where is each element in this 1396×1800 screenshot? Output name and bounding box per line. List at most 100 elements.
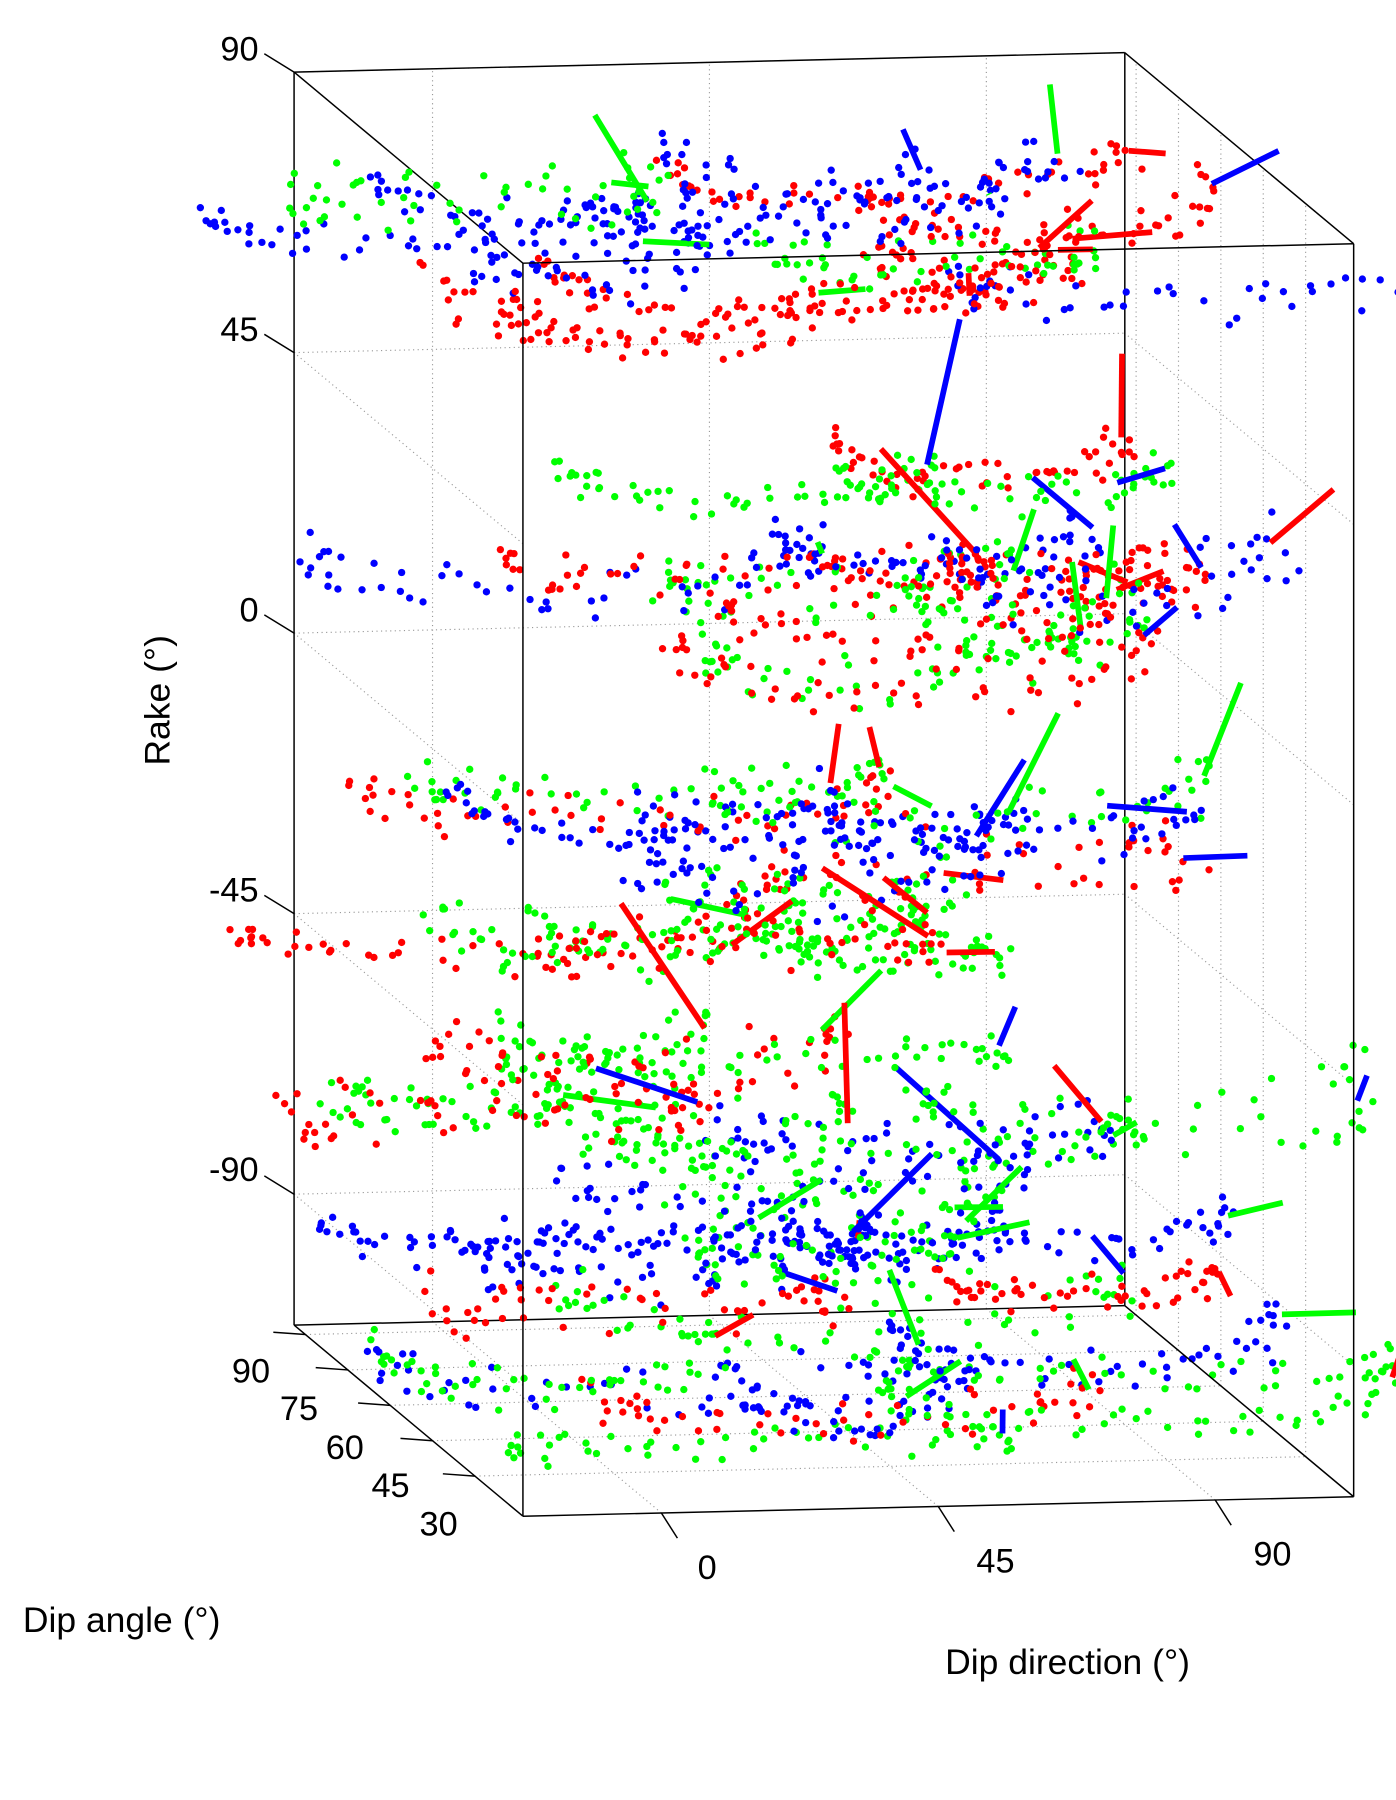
data-point bbox=[789, 1151, 797, 1159]
data-point bbox=[1166, 1228, 1174, 1236]
data-point bbox=[466, 765, 474, 773]
data-point bbox=[857, 1425, 866, 1433]
data-point bbox=[962, 193, 970, 202]
data-point bbox=[803, 799, 811, 807]
data-point bbox=[774, 530, 783, 539]
data-point bbox=[1041, 496, 1050, 505]
data-point bbox=[735, 781, 743, 790]
data-point bbox=[802, 229, 810, 237]
data-point bbox=[867, 203, 876, 211]
data-point bbox=[680, 606, 688, 615]
data-point bbox=[520, 1113, 528, 1121]
data-point bbox=[1271, 1382, 1280, 1390]
data-point bbox=[987, 279, 995, 287]
data-point bbox=[535, 221, 543, 229]
data-point bbox=[682, 561, 690, 570]
data-point bbox=[941, 1421, 950, 1429]
data-point bbox=[564, 1301, 573, 1310]
data-point bbox=[684, 1142, 693, 1150]
data-point bbox=[1125, 448, 1133, 456]
data-point bbox=[1129, 230, 1138, 238]
data-point bbox=[849, 1191, 857, 1200]
data-point bbox=[410, 201, 418, 210]
data-point bbox=[689, 512, 698, 521]
data-point bbox=[304, 571, 312, 579]
data-point bbox=[819, 521, 827, 529]
data-point bbox=[812, 618, 820, 627]
data-point bbox=[630, 562, 638, 571]
data-point bbox=[994, 459, 1002, 468]
data-point bbox=[817, 1063, 826, 1072]
data-point bbox=[649, 597, 657, 605]
data-point bbox=[702, 161, 710, 169]
data-point bbox=[557, 210, 566, 218]
axis-ticks bbox=[263, 53, 1232, 1539]
data-point bbox=[778, 1214, 786, 1222]
data-point bbox=[1038, 787, 1046, 795]
data-point bbox=[1149, 449, 1157, 457]
data-point bbox=[732, 202, 740, 211]
data-point bbox=[1205, 866, 1213, 874]
data-point bbox=[514, 825, 522, 833]
data-point bbox=[831, 423, 840, 432]
data-point bbox=[545, 220, 554, 228]
data-point bbox=[475, 1028, 483, 1036]
data-point bbox=[661, 1363, 669, 1371]
data-point bbox=[751, 1246, 760, 1254]
data-point bbox=[622, 1156, 630, 1164]
data-point bbox=[912, 1145, 920, 1154]
data-point bbox=[566, 472, 574, 480]
data-point bbox=[970, 1391, 979, 1399]
data-point bbox=[862, 844, 871, 853]
data-point bbox=[682, 138, 691, 147]
data-point bbox=[690, 1090, 698, 1098]
data-point bbox=[494, 789, 502, 797]
data-point bbox=[1006, 286, 1015, 294]
data-point bbox=[591, 1109, 599, 1118]
data-point bbox=[1126, 1312, 1134, 1320]
data-point bbox=[636, 966, 645, 974]
data-point bbox=[877, 271, 885, 279]
data-point bbox=[894, 1250, 903, 1258]
data-point bbox=[793, 261, 801, 269]
data-point bbox=[811, 198, 819, 206]
data-point bbox=[788, 809, 797, 817]
data-point bbox=[717, 784, 726, 792]
data-point bbox=[918, 830, 927, 839]
data-point bbox=[448, 1097, 456, 1106]
data-point bbox=[563, 185, 571, 193]
data-point bbox=[1038, 1381, 1046, 1389]
data-point bbox=[994, 282, 1003, 291]
data-point bbox=[823, 805, 831, 814]
data-point bbox=[606, 840, 614, 849]
data-point bbox=[732, 836, 740, 845]
data-point bbox=[405, 168, 413, 176]
data-point bbox=[798, 899, 807, 907]
data-point bbox=[663, 1239, 671, 1247]
data-point bbox=[943, 1276, 951, 1285]
data-point bbox=[818, 1146, 826, 1154]
data-segment bbox=[1077, 559, 1129, 585]
data-point bbox=[1025, 783, 1033, 791]
data-point bbox=[532, 1263, 540, 1271]
data-point bbox=[1097, 812, 1106, 821]
data-point bbox=[417, 1387, 426, 1396]
data-point bbox=[914, 573, 923, 582]
data-point bbox=[712, 642, 721, 650]
data-point bbox=[597, 815, 606, 823]
data-point bbox=[856, 567, 865, 575]
data-point bbox=[1090, 148, 1098, 156]
data-point bbox=[485, 1037, 493, 1045]
data-point bbox=[349, 181, 357, 189]
data-point bbox=[1064, 556, 1073, 564]
data-point bbox=[662, 160, 671, 168]
data-point bbox=[744, 222, 752, 231]
data-point bbox=[405, 594, 414, 602]
data-point bbox=[1118, 643, 1126, 651]
data-point bbox=[1019, 806, 1028, 815]
data-point bbox=[480, 172, 488, 180]
data-point bbox=[935, 678, 944, 686]
data-point bbox=[795, 1397, 803, 1405]
y-tick-label: 30 bbox=[420, 1506, 458, 1544]
